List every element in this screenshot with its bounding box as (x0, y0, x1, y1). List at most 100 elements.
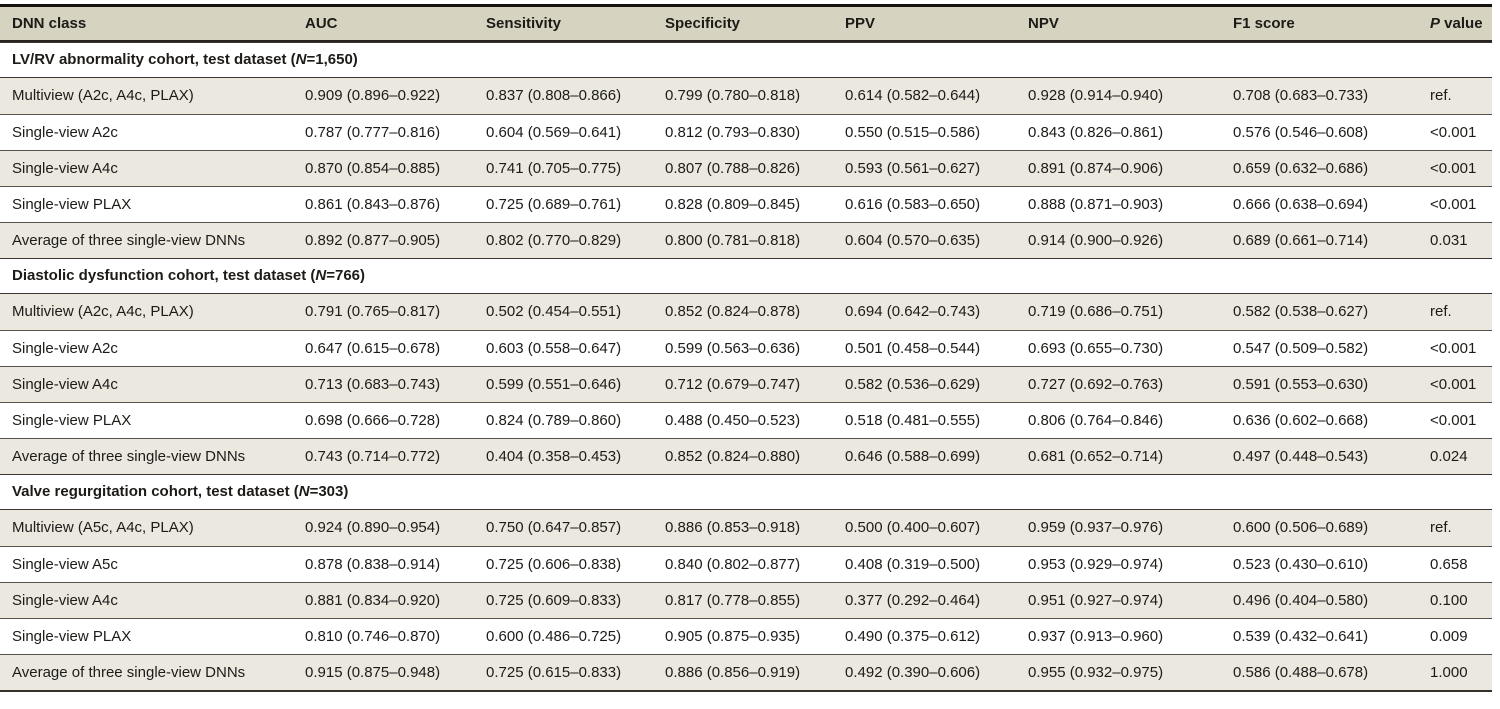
cell-auc: 0.909 (0.896–0.922) (305, 87, 441, 105)
cell-npv: 0.959 (0.937–0.976) (1028, 519, 1164, 537)
cell-dnn_class: Average of three single-view DNNs (12, 663, 246, 681)
cell-auc: 0.892 (0.877–0.905) (305, 231, 441, 249)
section-n-symbol: N (298, 483, 310, 501)
cell-f1_score: 0.539 (0.432–0.641) (1233, 627, 1369, 645)
cell-p_value: 0.031 (1430, 231, 1468, 249)
cell-sensitivity: 0.502 (0.454–0.551) (486, 303, 622, 321)
table-header-row: DNN class AUC Sensitivity Specificity PP… (0, 7, 1492, 42)
table-row: Single-view A4c 0.881 (0.834–0.920) 0.725 … (0, 582, 1492, 618)
cell-auc: 0.924 (0.890–0.954) (305, 519, 441, 537)
cell-p_value: <0.001 (1430, 195, 1477, 213)
cell-f1_score: 0.497 (0.448–0.543) (1233, 447, 1369, 465)
cell-npv: 0.891 (0.874–0.906) (1028, 159, 1164, 177)
table-row: Single-view PLAX 0.698 (0.666–0.728) 0.824… (0, 402, 1492, 438)
cell-f1_score: 0.689 (0.661–0.714) (1233, 231, 1369, 249)
table-row: Multiview (A5c, A4c, PLAX) 0.924 (0.890–0… (0, 510, 1492, 546)
cell-sensitivity: 0.725 (0.606–0.838) (486, 555, 622, 573)
cell-specificity: 0.799 (0.780–0.818) (665, 87, 801, 105)
cell-f1_score: 0.586 (0.488–0.678) (1233, 663, 1369, 681)
cell-f1_score: 0.547 (0.509–0.582) (1233, 339, 1369, 357)
cell-p_value: 0.009 (1430, 627, 1468, 645)
section-title-text: =1,650) (306, 51, 358, 69)
cell-npv: 0.843 (0.826–0.861) (1028, 123, 1164, 141)
cell-f1_score: 0.636 (0.602–0.668) (1233, 411, 1369, 429)
cell-p_value: <0.001 (1430, 159, 1477, 177)
cell-dnn_class: Single-view PLAX (12, 195, 132, 213)
cell-sensitivity: 0.725 (0.689–0.761) (486, 195, 622, 213)
cell-ppv: 0.694 (0.642–0.743) (845, 303, 981, 321)
cell-specificity: 0.488 (0.450–0.523) (665, 411, 801, 429)
cell-specificity: 0.800 (0.781–0.818) (665, 231, 801, 249)
cell-npv: 0.681 (0.652–0.714) (1028, 447, 1164, 465)
cell-sensitivity: 0.824 (0.789–0.860) (486, 411, 622, 429)
cell-ppv: 0.604 (0.570–0.635) (845, 231, 981, 249)
cell-f1_score: 0.582 (0.538–0.627) (1233, 303, 1369, 321)
table-body: LV/RV abnormality cohort, test dataset (… (0, 42, 1492, 690)
section-title-text: Valve regurgitation cohort, test dataset… (12, 483, 299, 501)
column-header-sensitivity: Sensitivity (486, 14, 562, 32)
performance-metrics-table: DNN class AUC Sensitivity Specificity PP… (0, 4, 1492, 692)
cell-sensitivity: 0.604 (0.569–0.641) (486, 123, 622, 141)
cell-specificity: 0.812 (0.793–0.830) (665, 123, 801, 141)
cell-specificity: 0.712 (0.679–0.747) (665, 375, 801, 393)
table-row: Single-view A2c 0.647 (0.615–0.678) 0.603 … (0, 330, 1492, 366)
column-header-dnn-class: DNN class (12, 14, 87, 32)
cell-dnn_class: Multiview (A2c, A4c, PLAX) (12, 87, 194, 105)
column-header-specificity: Specificity (665, 14, 741, 32)
cell-npv: 0.914 (0.900–0.926) (1028, 231, 1164, 249)
cell-specificity: 0.905 (0.875–0.935) (665, 627, 801, 645)
column-header-npv: NPV (1028, 14, 1059, 32)
cell-dnn_class: Single-view PLAX (12, 627, 132, 645)
cell-sensitivity: 0.404 (0.358–0.453) (486, 447, 622, 465)
cell-sensitivity: 0.599 (0.551–0.646) (486, 375, 622, 393)
section-title: Valve regurgitation cohort, test dataset… (0, 483, 1492, 500)
cell-ppv: 0.377 (0.292–0.464) (845, 591, 981, 609)
cell-auc: 0.810 (0.746–0.870) (305, 627, 441, 645)
cell-ppv: 0.593 (0.561–0.627) (845, 159, 981, 177)
cell-sensitivity: 0.603 (0.558–0.647) (486, 339, 622, 357)
cell-dnn_class: Single-view A4c (12, 159, 118, 177)
cell-auc: 0.647 (0.615–0.678) (305, 339, 441, 357)
cell-dnn_class: Single-view A2c (12, 339, 118, 357)
cell-auc: 0.791 (0.765–0.817) (305, 303, 441, 321)
table-row: Multiview (A2c, A4c, PLAX) 0.909 (0.896–0… (0, 78, 1492, 114)
cell-specificity: 0.886 (0.856–0.919) (665, 663, 801, 681)
cell-ppv: 0.614 (0.582–0.644) (845, 87, 981, 105)
section-header-row: Valve regurgitation cohort, test dataset… (0, 474, 1492, 510)
cell-npv: 0.693 (0.655–0.730) (1028, 339, 1164, 357)
section-n-symbol: N (295, 51, 307, 69)
cell-dnn_class: Single-view A5c (12, 555, 118, 573)
cell-p_value: 0.100 (1430, 591, 1468, 609)
cell-auc: 0.698 (0.666–0.728) (305, 411, 441, 429)
cell-f1_score: 0.708 (0.683–0.733) (1233, 87, 1369, 105)
cell-p_value: ref. (1430, 303, 1452, 321)
table-row: Single-view A5c 0.878 (0.838–0.914) 0.725 … (0, 546, 1492, 582)
cell-dnn_class: Multiview (A2c, A4c, PLAX) (12, 303, 194, 321)
section-title: Diastolic dysfunction cohort, test datas… (0, 267, 1492, 284)
table-row: Multiview (A2c, A4c, PLAX) 0.791 (0.765–0… (0, 294, 1492, 330)
cell-npv: 0.951 (0.927–0.974) (1028, 591, 1164, 609)
cell-sensitivity: 0.741 (0.705–0.775) (486, 159, 622, 177)
cell-f1_score: 0.666 (0.638–0.694) (1233, 195, 1369, 213)
cell-ppv: 0.408 (0.319–0.500) (845, 555, 981, 573)
cell-p_value: 0.024 (1430, 447, 1468, 465)
cell-npv: 0.806 (0.764–0.846) (1028, 411, 1164, 429)
cell-ppv: 0.501 (0.458–0.544) (845, 339, 981, 357)
cell-specificity: 0.852 (0.824–0.878) (665, 303, 801, 321)
cell-auc: 0.881 (0.834–0.920) (305, 591, 441, 609)
cell-npv: 0.888 (0.871–0.903) (1028, 195, 1164, 213)
cell-ppv: 0.500 (0.400–0.607) (845, 519, 981, 537)
cell-npv: 0.953 (0.929–0.974) (1028, 555, 1164, 573)
table-row: Average of three single-view DNNs 0.892 (… (0, 222, 1492, 258)
cell-ppv: 0.582 (0.536–0.629) (845, 375, 981, 393)
section-title-text: Diastolic dysfunction cohort, test datas… (12, 267, 316, 285)
cell-auc: 0.713 (0.683–0.743) (305, 375, 441, 393)
cell-dnn_class: Single-view A4c (12, 375, 118, 393)
cell-specificity: 0.828 (0.809–0.845) (665, 195, 801, 213)
cell-f1_score: 0.659 (0.632–0.686) (1233, 159, 1369, 177)
table-row: Average of three single-view DNNs 0.915 (… (0, 654, 1492, 690)
column-header-auc: AUC (305, 14, 338, 32)
cell-p_value: ref. (1430, 519, 1452, 537)
cell-specificity: 0.886 (0.853–0.918) (665, 519, 801, 537)
